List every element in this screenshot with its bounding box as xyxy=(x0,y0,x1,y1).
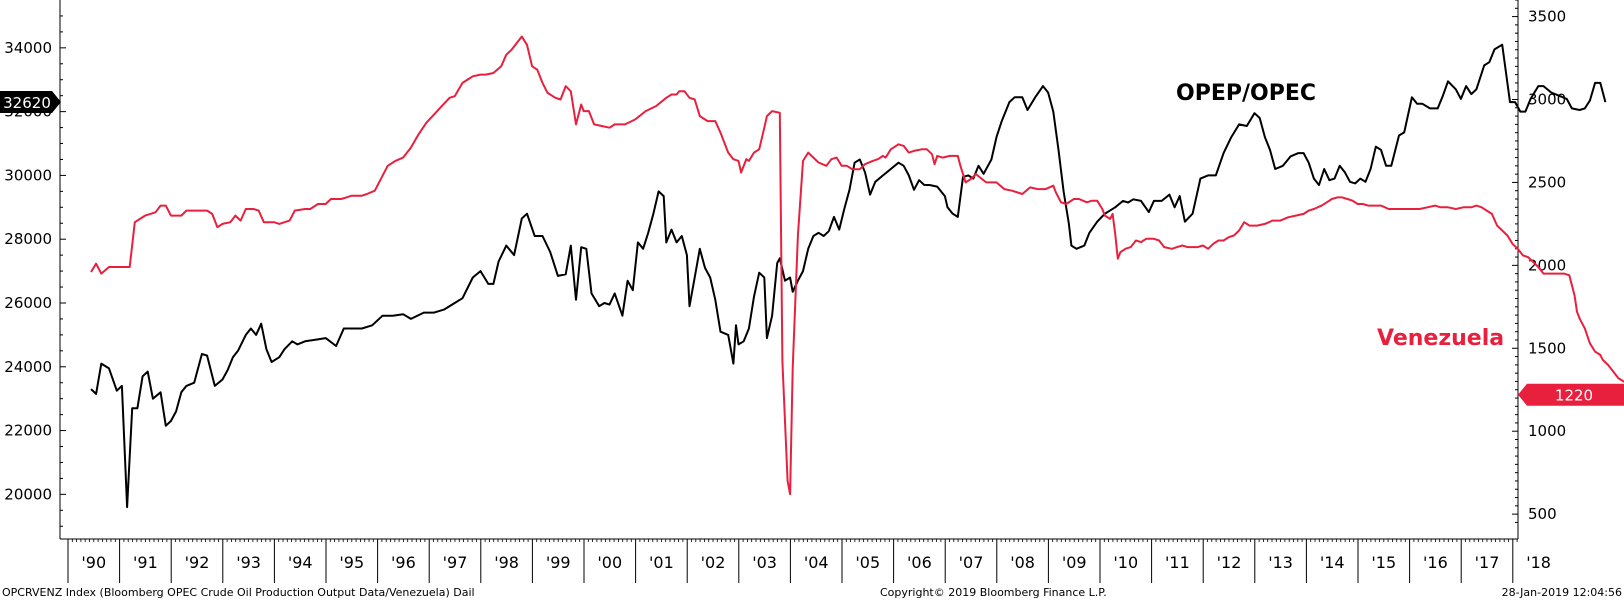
x-tick-label: '05 xyxy=(855,553,880,572)
x-tick-label: '96 xyxy=(391,553,416,572)
series-line-opep-opec xyxy=(90,43,1607,509)
x-tick-label: '18 xyxy=(1526,553,1551,572)
x-tick-label: '98 xyxy=(494,553,519,572)
x-tick-label: '94 xyxy=(288,553,313,572)
x-tick-label: '00 xyxy=(597,553,622,572)
left-tick-label: 24000 xyxy=(4,358,52,376)
annotation-opec: OPEP/OPEC xyxy=(1176,81,1316,106)
x-tick-label: '93 xyxy=(236,553,261,572)
x-tick-label: '95 xyxy=(339,553,364,572)
x-tick-label: '07 xyxy=(959,553,984,572)
right-tick-label: 2500 xyxy=(1528,173,1566,191)
x-tick-label: '02 xyxy=(701,553,726,572)
left-tick-label: 28000 xyxy=(4,230,52,248)
left-tick-label: 20000 xyxy=(4,485,52,503)
x-tick-label: '14 xyxy=(1320,553,1345,572)
x-tick-label: '03 xyxy=(752,553,777,572)
x-tick-label: '92 xyxy=(185,553,210,572)
right-tick-label: 500 xyxy=(1528,505,1557,523)
last-value-tag-venezuela xyxy=(1518,383,1624,406)
footer-timestamp: 28-Jan-2019 12:04:56 xyxy=(1501,586,1622,599)
x-tick-label: '01 xyxy=(649,553,674,572)
x-tick-label: '04 xyxy=(804,553,829,572)
footer-copyright: Copyright© 2019 Bloomberg Finance L.P. xyxy=(880,586,1107,599)
right-tick-label: 1000 xyxy=(1528,422,1566,440)
x-tick-label: '16 xyxy=(1423,553,1448,572)
x-tick-label: '99 xyxy=(546,553,571,572)
x-tick-label: '90 xyxy=(81,553,106,572)
x-tick-label: '15 xyxy=(1371,553,1396,572)
x-tick-label: '09 xyxy=(1062,553,1087,572)
last-value-tag-opec xyxy=(0,91,61,114)
left-tick-label: 26000 xyxy=(4,294,52,312)
x-tick-label: '11 xyxy=(1165,553,1190,572)
left-tick-label: 30000 xyxy=(4,166,52,184)
left-tick-label: 22000 xyxy=(4,422,52,440)
right-tick-label: 2000 xyxy=(1528,256,1566,274)
series-line-venezuela xyxy=(90,35,1624,496)
x-tick-label: '91 xyxy=(133,553,158,572)
annotation-venezuela: Venezuela xyxy=(1377,326,1504,351)
x-tick-label: '13 xyxy=(1268,553,1293,572)
footer-source: OPCRVENZ Index (Bloomberg OPEC Crude Oil… xyxy=(2,586,475,599)
right-tick-label: 3500 xyxy=(1528,8,1566,26)
x-tick-label: '08 xyxy=(1010,553,1035,572)
x-tick-label: '97 xyxy=(443,553,468,572)
last-value-label-opec: 32620 xyxy=(3,94,51,112)
x-tick-label: '17 xyxy=(1475,553,1500,572)
x-tick-label: '12 xyxy=(1217,553,1242,572)
x-tick-label: '06 xyxy=(907,553,932,572)
x-tick-label: '10 xyxy=(1113,553,1138,572)
right-tick-label: 1500 xyxy=(1528,339,1566,357)
last-value-label-venezuela: 1220 xyxy=(1555,387,1593,405)
left-tick-label: 34000 xyxy=(4,39,52,57)
